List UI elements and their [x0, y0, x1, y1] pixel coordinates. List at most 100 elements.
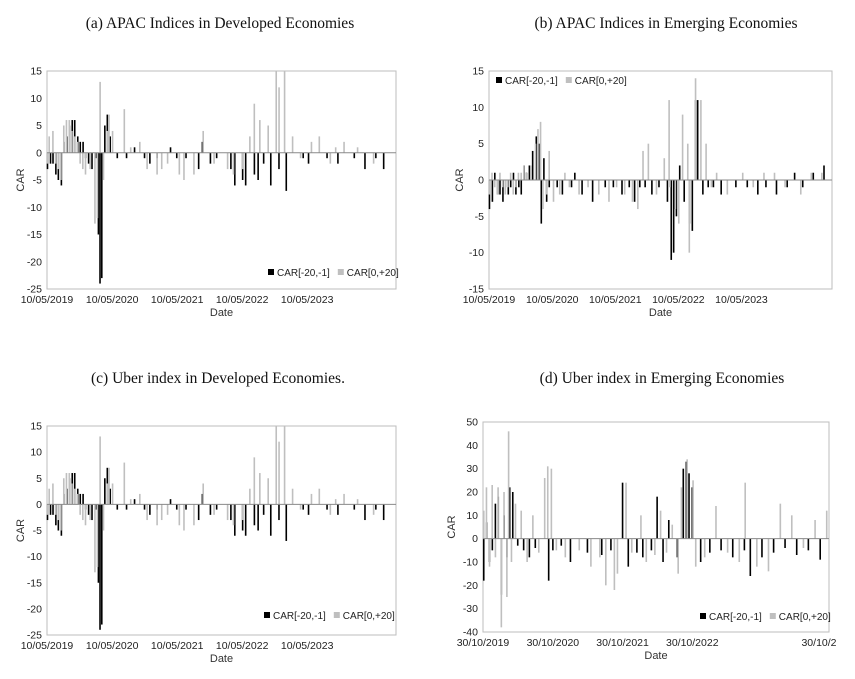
bar-post-53 [763, 172, 765, 180]
bar-post-49 [715, 172, 718, 180]
bar-post-29 [608, 180, 610, 202]
bar-post-40 [674, 180, 677, 210]
bar-post-15 [89, 504, 91, 521]
bar-post-12 [520, 510, 523, 539]
bar-pre-44 [269, 152, 272, 186]
bar-post-28 [630, 538, 633, 553]
bar-pre-49 [326, 152, 328, 159]
bar-pre-26 [133, 147, 136, 153]
y-tick-label: -5 [33, 175, 42, 187]
bar-post-45 [756, 538, 758, 567]
bar-post-32 [193, 504, 195, 526]
bar-post-41 [267, 125, 269, 153]
x-tick-label: 10/05/2019 [21, 294, 74, 306]
bar-pre-26 [133, 499, 136, 505]
bar-pre-26 [650, 538, 653, 551]
bar-pre-19 [586, 538, 589, 553]
bar-pre-32 [185, 152, 187, 159]
bar-post-49 [802, 538, 805, 548]
chart-panel-3: (d) Uber index in Emerging Economies 50 40… [446, 370, 837, 662]
bar-pre-17 [94, 152, 97, 159]
bar-post-30 [178, 504, 181, 526]
bar-post-4 [494, 538, 497, 558]
bar-pre-48 [307, 152, 310, 164]
bar-post-40 [703, 538, 706, 558]
bar-pre-25 [570, 180, 573, 188]
bar-post-34 [671, 524, 674, 539]
bar-post-5 [60, 152, 62, 180]
bar-post-45 [694, 78, 697, 180]
bar-pre-56 [775, 180, 778, 195]
bar-pre-54 [382, 152, 385, 170]
bar-pre-18 [569, 538, 572, 562]
bar-pre-16 [91, 152, 93, 170]
legend-swatch [264, 612, 270, 618]
bar-post-21 [108, 114, 110, 153]
y-tick-label: -20 [27, 256, 42, 268]
bar-post-47 [705, 143, 707, 180]
y-tick-label: -15 [469, 284, 484, 296]
bar-post-16 [543, 478, 546, 539]
bar-post-27 [156, 152, 158, 175]
bar-pre-37 [230, 504, 232, 521]
bar-post-14 [84, 152, 87, 175]
bar-pre-19 [99, 152, 101, 284]
bar-post-35 [647, 143, 650, 180]
bar-post-50 [334, 147, 337, 153]
bar-pre-31 [175, 504, 178, 510]
bar-pre-4 [494, 503, 497, 539]
y-tick-label: 5 [478, 138, 484, 150]
bar-post-9 [71, 130, 73, 153]
bar-post-8 [509, 172, 512, 180]
x-tick-label: 10/05/2022 [216, 294, 269, 306]
bar-post-19 [555, 538, 558, 551]
bar-pre-37 [720, 538, 722, 551]
legend-label: CAR[0,+20] [347, 268, 399, 279]
bar-post-17 [96, 152, 99, 219]
bar-post-23 [123, 109, 126, 153]
bar-pre-17 [94, 504, 97, 510]
bar-pre-57 [786, 180, 788, 188]
y-tick-label: 0 [36, 499, 42, 511]
bar-pre-58 [793, 172, 796, 180]
bar-pre-46 [285, 152, 288, 191]
bar-post-31 [183, 152, 185, 180]
bar-post-13 [526, 538, 528, 562]
bar-pre-35 [209, 152, 212, 164]
bar-pre-24 [116, 152, 119, 159]
bar-pre-50 [712, 180, 715, 188]
bar-post-29 [166, 504, 169, 515]
bar-pre-13 [82, 493, 84, 505]
bar-pre-27 [143, 504, 146, 510]
y-tick-label: 20 [466, 487, 478, 499]
y-axis-label: CAR [454, 168, 466, 191]
bar-post-28 [160, 504, 163, 521]
y-tick-label: -20 [463, 580, 478, 592]
bar-pre-2 [52, 152, 54, 164]
bar-pre-47 [302, 152, 304, 159]
bar-pre-48 [307, 504, 310, 515]
bar-pre-15 [547, 538, 550, 581]
bar-post-16 [94, 504, 96, 573]
bar-post-58 [821, 172, 823, 180]
bar-post-13 [82, 152, 84, 170]
bar-pre-32 [685, 461, 688, 539]
bar-post-2 [488, 538, 491, 567]
bar-pre-51 [353, 504, 356, 510]
bar-pre-37 [658, 180, 660, 188]
bar-post-43 [686, 143, 689, 180]
bar-pre-13 [528, 538, 531, 558]
bar-post-32 [631, 180, 634, 202]
bar-pre-41 [675, 180, 678, 217]
chart-panel-2: (c) Uber index in Developed Economies. 15… [15, 370, 397, 665]
bar-post-24 [129, 147, 132, 153]
y-tick-label: -30 [463, 603, 478, 615]
x-tick-label: 10/05/2020 [86, 640, 139, 652]
bar-pre-38 [666, 180, 669, 202]
bar-pre-50 [337, 152, 339, 164]
bar-post-46 [299, 152, 302, 159]
bar-pre-13 [82, 141, 84, 153]
bar-pre-31 [621, 180, 623, 195]
bar-post-18 [99, 81, 101, 153]
bar-pre-38 [731, 538, 734, 558]
